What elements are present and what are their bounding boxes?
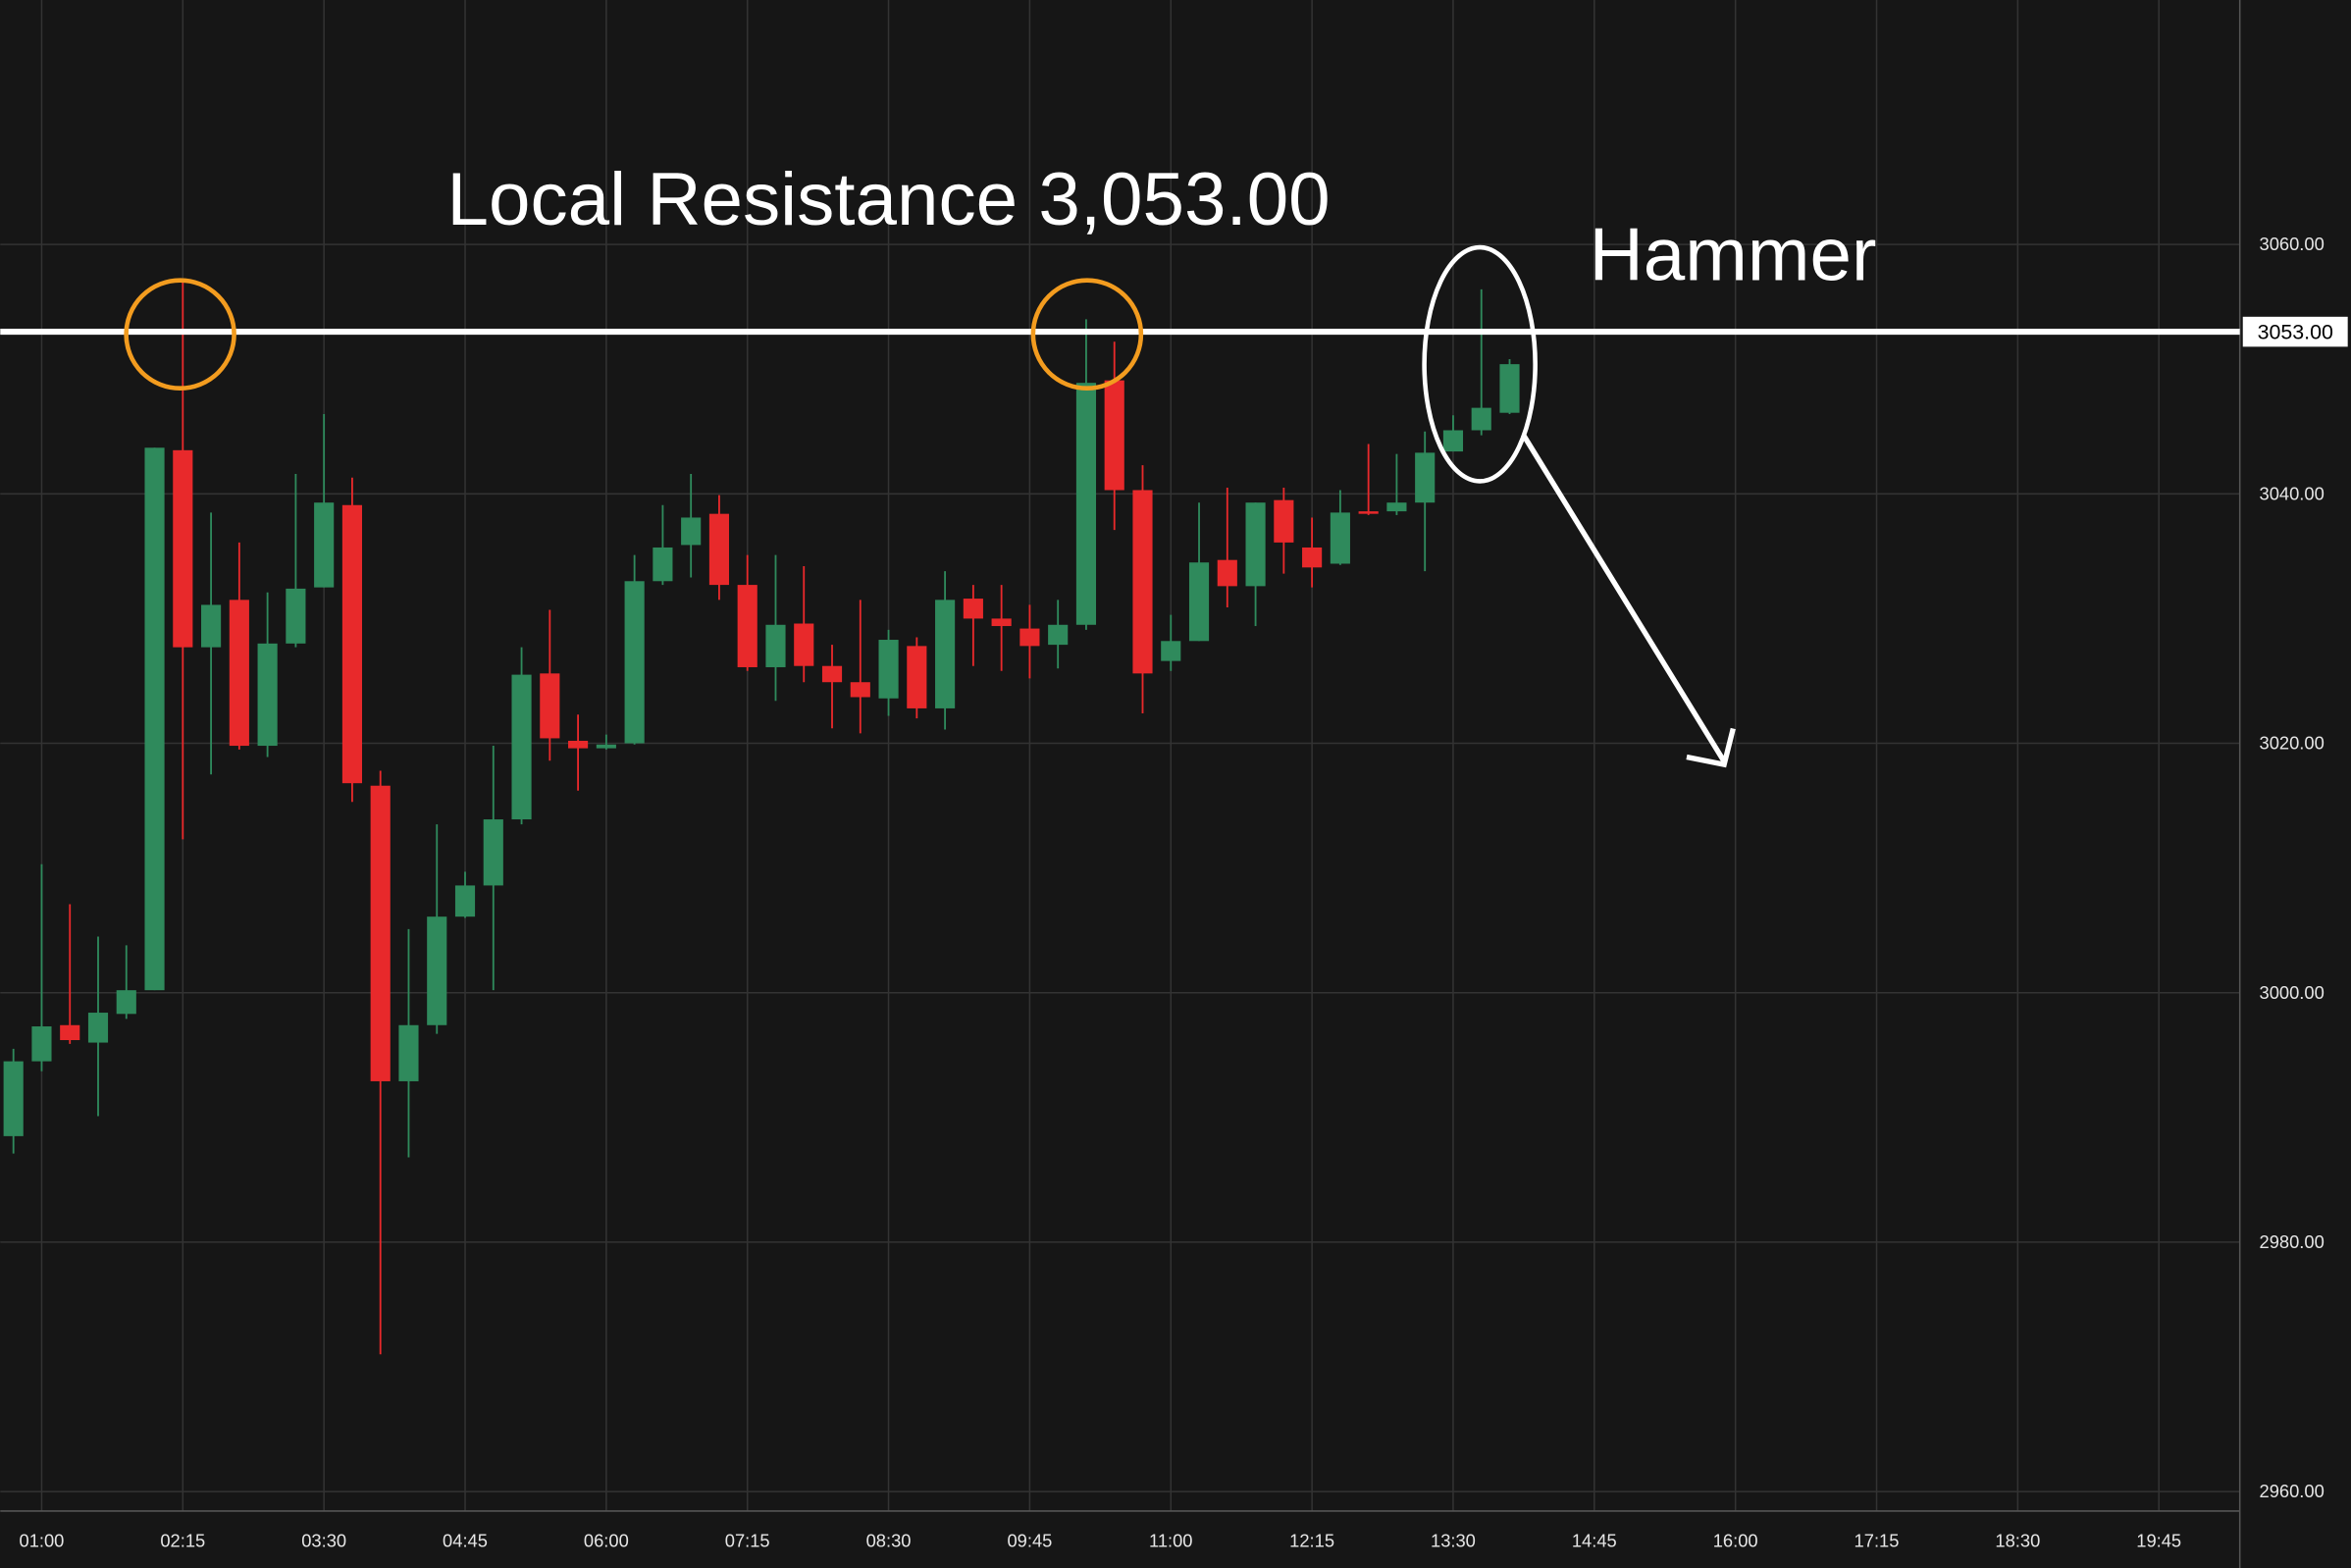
candle-body: [1075, 383, 1097, 625]
candle-body: [87, 1013, 109, 1043]
candle-body: [963, 599, 983, 619]
candle-body: [144, 447, 165, 991]
candle-body: [1132, 490, 1153, 674]
y-tick-label: 2960.00: [2260, 1481, 2325, 1501]
candle-body: [794, 623, 814, 666]
annotations: 3053.00: [0, 316, 2348, 347]
candle-body: [173, 449, 193, 648]
candle-body: [653, 547, 673, 582]
y-tick-label: 3020.00: [2260, 733, 2325, 754]
candle-body: [737, 585, 758, 667]
highlight-circle: [1030, 278, 1144, 391]
x-tick-label: 19:45: [2136, 1531, 2181, 1551]
candle-body: [1048, 624, 1069, 646]
candle-body: [427, 916, 447, 1025]
x-tick-label: 13:30: [1431, 1531, 1476, 1551]
highlight-circle: [124, 278, 236, 391]
x-tick-label: 03:30: [301, 1531, 346, 1551]
candle-body: [1104, 380, 1124, 491]
candle-body: [1302, 547, 1323, 568]
candle-body: [1245, 502, 1266, 587]
hammer-ellipse: [1422, 244, 1538, 484]
candle-body: [850, 682, 870, 698]
x-tick-label: 16:00: [1713, 1531, 1758, 1551]
candle-body: [1499, 364, 1520, 413]
candle-body: [1217, 559, 1237, 587]
candle-body: [201, 604, 222, 648]
candle-body: [708, 513, 730, 586]
x-tick-label: 07:15: [725, 1531, 770, 1551]
candle-body: [229, 600, 249, 747]
candle-body: [568, 740, 589, 749]
y-tick-label: 3060.00: [2260, 234, 2325, 254]
x-tick-label: 17:15: [1855, 1531, 1900, 1551]
candle-body: [286, 588, 306, 644]
x-tick-label: 02:15: [160, 1531, 205, 1551]
candle-body: [398, 1024, 419, 1081]
candle-body: [765, 624, 786, 667]
candle-body: [31, 1026, 52, 1062]
candle-body: [681, 517, 702, 546]
candle-body: [1386, 502, 1407, 512]
candle-body: [1019, 628, 1040, 647]
candle-body: [1442, 430, 1464, 452]
candle-body: [1188, 562, 1210, 642]
y-tick-label: 3000.00: [2260, 982, 2325, 1003]
y-tick-label: 2980.00: [2260, 1231, 2325, 1252]
annotation: Local Resistance 3,053.00: [447, 158, 1331, 241]
candle-body: [314, 502, 335, 588]
x-tick-label: 04:45: [443, 1531, 488, 1551]
candle-body: [3, 1061, 24, 1136]
candle-body: [60, 1024, 80, 1041]
candles: [3, 280, 1520, 1355]
price-tag-label: 3053.00: [2258, 321, 2333, 344]
candle-body: [1415, 452, 1436, 503]
x-tick-label: 11:00: [1149, 1531, 1193, 1551]
candle-body: [454, 885, 476, 917]
x-tick-label: 01:00: [20, 1531, 65, 1551]
candle-body: [511, 674, 532, 820]
candle-body: [596, 744, 616, 749]
candle-body: [1161, 641, 1181, 661]
candle-body: [370, 785, 391, 1081]
x-tick-label: 09:45: [1007, 1531, 1052, 1551]
candle-body: [821, 665, 843, 683]
candle-body: [1471, 407, 1491, 431]
candle-body: [878, 640, 899, 699]
x-tick-label: 08:30: [866, 1531, 912, 1551]
x-tick-label: 12:15: [1289, 1531, 1334, 1551]
candle-body: [1330, 512, 1350, 564]
candle-body: [907, 646, 927, 708]
candle-body: [991, 618, 1012, 627]
x-tick-label: 06:00: [584, 1531, 629, 1551]
candle-body: [624, 581, 645, 744]
candle-body: [257, 643, 278, 747]
price-tag: [2242, 316, 2348, 347]
x-tick-label: 14:45: [1572, 1531, 1617, 1551]
annotation: Hammer: [1590, 214, 1877, 297]
candle-body: [1358, 511, 1379, 514]
candle-body: [483, 819, 503, 886]
candle-body: [935, 600, 956, 708]
candle-body: [540, 673, 560, 739]
y-tick-label: 3040.00: [2260, 483, 2325, 503]
candle-body: [116, 990, 136, 1015]
arrow: [1521, 433, 1736, 768]
x-tick-label: 18:30: [1995, 1531, 2040, 1551]
candle-body: [1274, 499, 1294, 543]
candle-body: [341, 504, 362, 784]
